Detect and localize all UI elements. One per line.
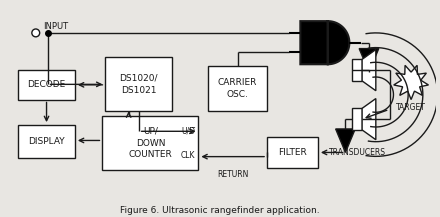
Bar [208,66,267,111]
Bar [352,108,362,130]
Bar [352,59,362,81]
Text: TRANSDUCERS: TRANSDUCERS [329,148,386,156]
Text: DECODE: DECODE [27,80,66,89]
Text: DS1020/
DS1021: DS1020/ DS1021 [119,74,158,95]
Text: DISPLAY: DISPLAY [28,137,65,146]
Text: U/D̅: U/D̅ [182,127,195,136]
Bar [103,116,198,170]
Text: CLK: CLK [181,151,195,159]
Polygon shape [394,65,429,100]
Text: TARGET: TARGET [396,104,426,112]
Bar [267,137,318,168]
Text: FILTER: FILTER [278,148,307,157]
Polygon shape [301,21,349,64]
Text: UP/
DOWN
COUNTER: UP/ DOWN COUNTER [128,127,172,159]
Polygon shape [359,49,379,72]
Polygon shape [336,129,355,153]
Circle shape [32,29,40,37]
Bar [18,70,75,100]
Text: CARRIER
OSC.: CARRIER OSC. [218,78,257,99]
Text: RETURN: RETURN [217,170,249,179]
Polygon shape [362,99,376,140]
Polygon shape [362,49,376,91]
Bar [18,125,75,158]
Text: Figure 6. Ultrasonic rangefinder application.: Figure 6. Ultrasonic rangefinder applica… [120,206,320,215]
Text: INPUT: INPUT [44,22,69,31]
Bar [105,58,172,111]
